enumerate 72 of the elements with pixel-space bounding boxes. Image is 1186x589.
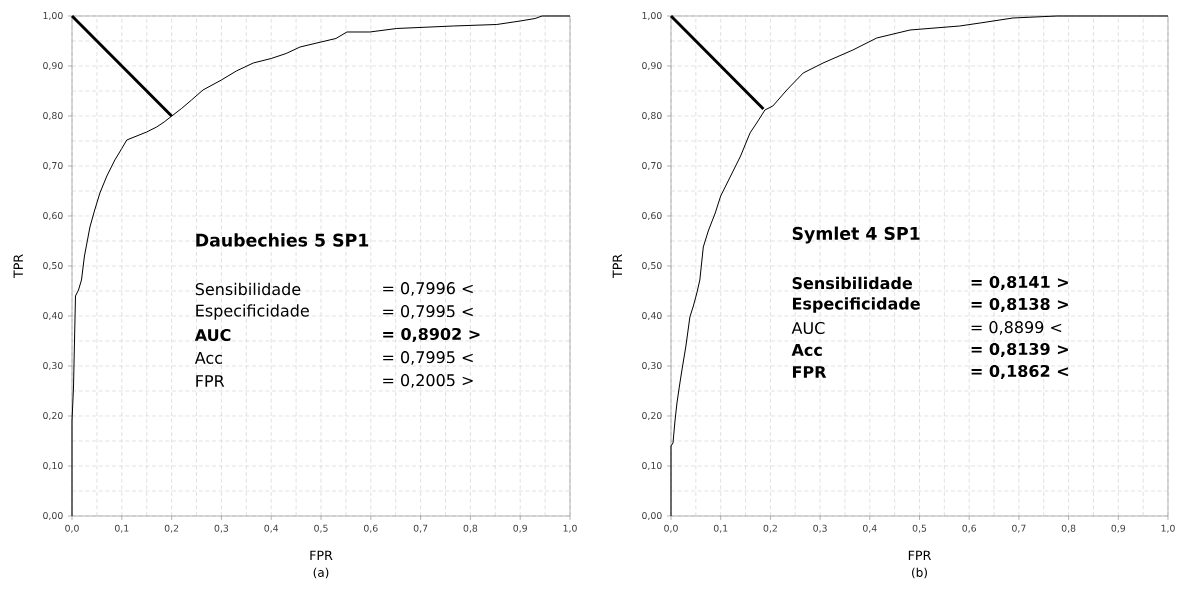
x-tick-label: 0,9: [513, 524, 527, 533]
y-tick-label: 0,00: [43, 511, 63, 520]
annotation: = 0,7995 <: [383, 305, 473, 319]
annotation: = 0,1862 <: [971, 364, 1068, 380]
y-tick-label: 0,30: [43, 361, 63, 370]
annotation: AUC: [194, 328, 231, 342]
annotation: Especificidade: [196, 304, 309, 320]
x-tick-label: 1,0: [563, 524, 577, 533]
x-tick-label: 0,5: [912, 524, 927, 533]
x-tick-label: 1,0: [1161, 524, 1175, 533]
annotation: FPR: [196, 375, 225, 387]
x-axis-title: FPR: [310, 550, 333, 560]
y-tick-label: 0,50: [642, 261, 662, 270]
y-tick-label: 0,70: [642, 161, 662, 170]
y-tick-label: 0,60: [43, 211, 63, 220]
annotation: Acc: [791, 344, 822, 356]
x-tick-label: 0,9: [1111, 524, 1126, 533]
y-tick-label: 1,00: [43, 11, 63, 20]
x-tick-label: 0,6: [962, 524, 977, 533]
y-tick-label: 0,00: [642, 511, 662, 520]
x-axis-title: FPR: [908, 550, 932, 560]
annotation: = 0,8139 >: [971, 342, 1068, 358]
x-tick-label: 0,7: [413, 524, 428, 533]
x-tick-label: 0,6: [363, 524, 378, 533]
annotation: Sensibilidade: [792, 276, 912, 290]
annotation: Symlet 4 SP1: [792, 226, 920, 244]
annotation: AUC: [791, 321, 825, 335]
text: (b): [912, 567, 927, 579]
x-tick-label: 0,2: [763, 524, 777, 533]
y-tick-label: 0,90: [43, 61, 63, 70]
annotation: = 0,8141 >: [971, 275, 1068, 291]
annotation: Daubechies 5 SP1: [196, 233, 369, 247]
x-tick-label: 0,8: [1061, 524, 1076, 533]
annotation: = 0,8899 <: [971, 321, 1062, 335]
x-tick-label: 0,8: [463, 524, 478, 533]
annotation: = 0,2005 >: [383, 374, 473, 388]
annotation: Sensibilidade: [195, 282, 301, 296]
y-axis-title: TPR: [13, 254, 23, 279]
y-tick-label: 0,70: [43, 161, 63, 170]
x-tick-label: 0,5: [314, 524, 328, 533]
x-tick-label: 0,0: [664, 524, 678, 533]
annotation: FPR: [792, 366, 827, 378]
x-tick-label: 0,2: [164, 524, 179, 533]
y-axis-title: TPR: [612, 254, 622, 279]
x-tick-label: 0,1: [115, 524, 129, 533]
x-tick-label: 0,4: [862, 524, 877, 533]
y-tick-label: 0,40: [642, 311, 662, 320]
y-tick-label: 0,50: [43, 261, 63, 270]
annotation: Acc: [194, 352, 223, 364]
x-tick-label: 0,1: [713, 524, 728, 533]
annotation: = 0,7996 <: [383, 282, 473, 296]
y-tick-label: 0,90: [642, 61, 662, 70]
annotation: Especificidade: [792, 297, 920, 313]
y-tick-label: 0,80: [43, 111, 63, 120]
annotation: = 0,7995 <: [383, 351, 473, 365]
x-tick-label: 0,3: [214, 524, 229, 533]
y-tick-label: 0,60: [642, 211, 662, 220]
x-tick-label: 0,3: [813, 524, 827, 533]
annotation: = 0,8138 >: [971, 297, 1068, 313]
x-tick-label: 0,7: [1012, 524, 1026, 533]
y-tick-label: 1,00: [642, 11, 662, 20]
x-tick-label: 0,0: [65, 524, 79, 533]
y-tick-label: 0,20: [43, 411, 63, 420]
annotation: = 0,8902 >: [383, 327, 480, 343]
y-tick-label: 0,80: [642, 111, 662, 120]
y-tick-label: 0,20: [642, 411, 662, 420]
y-tick-label: 0,30: [642, 361, 662, 370]
y-tick-label: 0,10: [43, 461, 63, 470]
x-tick-label: 0,4: [264, 524, 279, 533]
y-tick-label: 0,10: [642, 461, 662, 470]
text: (a): [313, 567, 329, 579]
y-tick-label: 0,40: [43, 311, 63, 320]
